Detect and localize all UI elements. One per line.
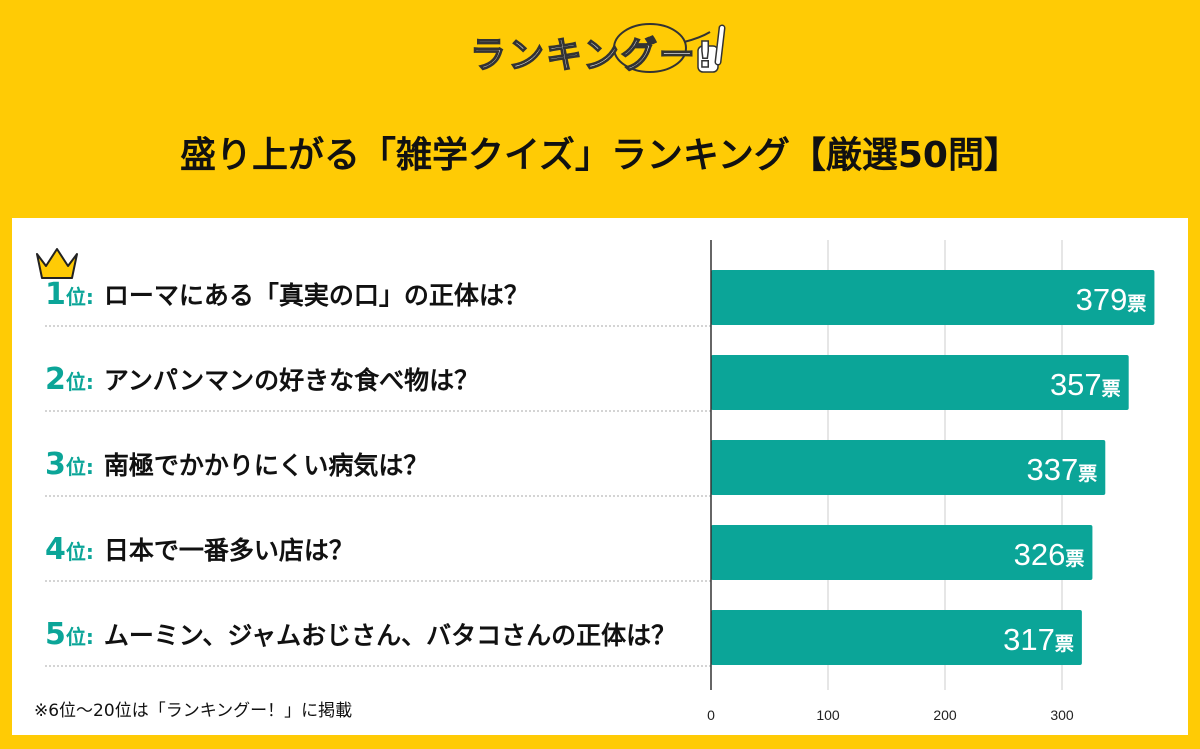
rank-number: 4 — [45, 532, 66, 567]
question-text: 南極でかかりにくい病気は？ — [103, 451, 429, 480]
page-title: 盛り上がる「雑学クイズ」ランキング【厳選50問】 — [180, 135, 1020, 176]
question-text: 日本で一番多い店は？ — [103, 536, 354, 565]
bar — [711, 610, 1082, 665]
ranking-label: 2位: アンパンマンの好きな食べ物は？ — [45, 361, 479, 397]
bar — [711, 355, 1129, 410]
x-tick-label: 100 — [816, 707, 840, 723]
crown-icon — [36, 248, 78, 279]
x-tick-label: 200 — [933, 707, 957, 723]
x-tick-label: 300 — [1050, 707, 1074, 723]
ranking-label: 3位: 南極でかかりにくい病気は？ — [45, 446, 428, 482]
bar-value-label: 317票 — [1003, 622, 1074, 657]
rank-suffix: 位: — [65, 455, 94, 479]
rank-suffix: 位: — [65, 370, 94, 394]
chart-panel: 0 100 200 300 379票 357票 337票 326票 317票 1位: ローマにある… — [12, 218, 1188, 735]
logo-text: ランキングー! — [469, 34, 716, 77]
ranking-label: 5位: ムーミン、ジャムおじさん、バタコさんの正体は？ — [45, 616, 676, 652]
bar — [711, 525, 1093, 580]
logo-graphic — [613, 23, 726, 73]
logo: ランキングー! — [469, 18, 730, 80]
ranking-label: 4位: 日本で一番多い店は？ — [45, 531, 354, 567]
rank-number: 3 — [45, 447, 66, 482]
question-text: ローマにある「真実の口」の正体は？ — [103, 281, 529, 310]
rank-suffix: 位: — [65, 540, 94, 564]
question-text: アンパンマンの好きな食べ物は？ — [103, 366, 480, 395]
rank-number: 5 — [45, 617, 66, 652]
rank-suffix: 位: — [65, 625, 94, 649]
ranking-label: 1位: ローマにある「真実の口」の正体は？ — [45, 276, 529, 312]
question-text: ムーミン、ジャムおじさん、バタコさんの正体は？ — [103, 621, 677, 650]
bar — [711, 440, 1106, 495]
bar-value-label: 337票 — [1027, 452, 1098, 487]
x-tick-label: 0 — [707, 707, 715, 723]
rank-number: 1 — [45, 277, 66, 312]
footnote: ※6位〜20位は「ランキングー！」に掲載 — [34, 701, 353, 721]
bar — [711, 270, 1155, 325]
rank-suffix: 位: — [65, 285, 94, 309]
rank-number: 2 — [45, 362, 66, 397]
